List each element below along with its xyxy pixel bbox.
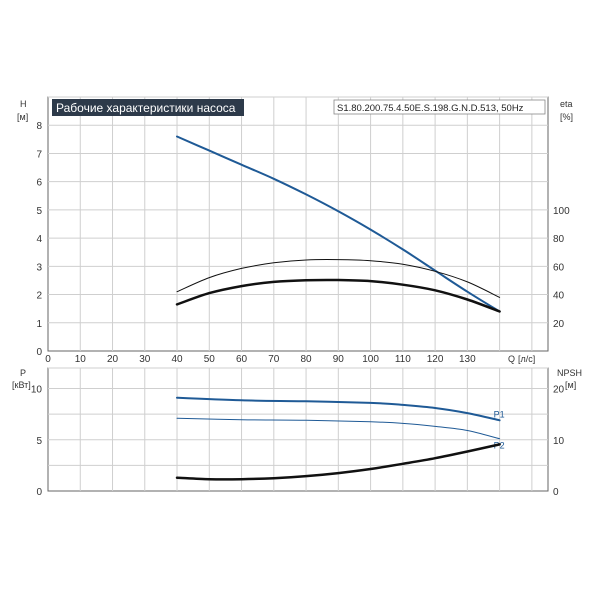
x-tick-label: 30 xyxy=(139,354,151,365)
head-tick-label: 7 xyxy=(36,149,42,160)
head-curve xyxy=(176,135,501,313)
efficiency-axis-symbol: eta xyxy=(560,99,573,109)
npsh-curve xyxy=(175,443,501,481)
x-tick-label: 110 xyxy=(395,354,411,365)
power-tick-label: 10 xyxy=(31,385,43,396)
efficiency-curve-pump xyxy=(175,278,501,313)
x-tick-label: 10 xyxy=(75,354,87,365)
power-axis-symbol: P xyxy=(20,368,26,378)
efficiency-axis-unit: [%] xyxy=(560,112,573,122)
npsh-tick-label: 10 xyxy=(553,436,565,447)
x-tick-label: 60 xyxy=(236,354,248,365)
efficiency-tick-label: 100 xyxy=(553,206,570,217)
x-tick-label: 40 xyxy=(171,354,183,365)
npsh-axis-unit: [м] xyxy=(565,380,576,390)
efficiency-tick-label: 20 xyxy=(553,319,565,330)
power-axis-unit: [кВт] xyxy=(12,380,31,390)
head-tick-label: 8 xyxy=(36,121,42,132)
chart-title: Рабочие характеристики насоса xyxy=(56,101,236,115)
npsh-axis-symbol: NPSH xyxy=(557,368,582,378)
power-axis-ticks: 0 5 10 xyxy=(31,385,43,499)
x-tick-label: 120 xyxy=(427,354,444,365)
bottom-plot-area xyxy=(47,367,549,492)
flow-axis-symbol: Q xyxy=(508,354,515,364)
power-curve-p1 xyxy=(176,396,501,422)
power-tick-label: 5 xyxy=(36,436,42,447)
head-axis-symbol: H xyxy=(20,99,27,109)
power-curve-p2 xyxy=(176,417,501,440)
x-tick-label: 80 xyxy=(301,354,313,365)
npsh-tick-label: 20 xyxy=(553,385,565,396)
head-axis-unit: [м] xyxy=(17,112,28,122)
x-tick-label: 90 xyxy=(333,354,345,365)
top-panel: Рабочие характеристики насоса S1.80.200.… xyxy=(17,96,573,365)
npsh-axis-ticks: 0 10 20 xyxy=(553,385,565,499)
x-tick-label: 100 xyxy=(362,354,379,365)
series-label-p1: P1 xyxy=(494,409,505,419)
x-tick-label: 130 xyxy=(459,354,476,365)
flow-axis-unit: [л/с] xyxy=(518,354,535,364)
top-grid xyxy=(48,96,548,351)
flow-axis-ticks: 0 10 20 30 40 50 60 70 80 90 100 110 120 130 xyxy=(45,354,476,365)
x-tick-label: 50 xyxy=(204,354,216,365)
top-plot-area xyxy=(47,96,549,352)
efficiency-tick-label: 80 xyxy=(553,234,565,245)
top-series xyxy=(175,135,501,313)
x-tick-label: 0 xyxy=(45,354,51,365)
x-tick-label: 70 xyxy=(268,354,280,365)
head-tick-label: 4 xyxy=(36,234,42,245)
pump-model-label: S1.80.200.75.4.50E.S.198.G.N.D.513, 50Hz xyxy=(337,103,524,114)
efficiency-axis-ticks: 20 40 60 80 100 xyxy=(553,206,570,330)
head-tick-label: 2 xyxy=(36,291,42,302)
chart-title-box xyxy=(52,99,244,116)
x-tick-label: 20 xyxy=(107,354,119,365)
head-axis-ticks: 0 1 2 3 4 5 6 7 8 xyxy=(36,121,42,358)
bottom-grid xyxy=(48,367,548,491)
npsh-tick-label: 0 xyxy=(553,487,559,498)
model-box xyxy=(333,99,546,115)
head-tick-label: 0 xyxy=(36,347,42,358)
efficiency-tick-label: 60 xyxy=(553,262,565,273)
efficiency-tick-label: 40 xyxy=(553,291,565,302)
head-tick-label: 6 xyxy=(36,178,42,189)
head-tick-label: 5 xyxy=(36,206,42,217)
head-tick-label: 1 xyxy=(36,319,42,330)
head-tick-label: 3 xyxy=(36,262,42,273)
efficiency-curve-total xyxy=(176,258,501,298)
power-tick-label: 0 xyxy=(36,487,42,498)
